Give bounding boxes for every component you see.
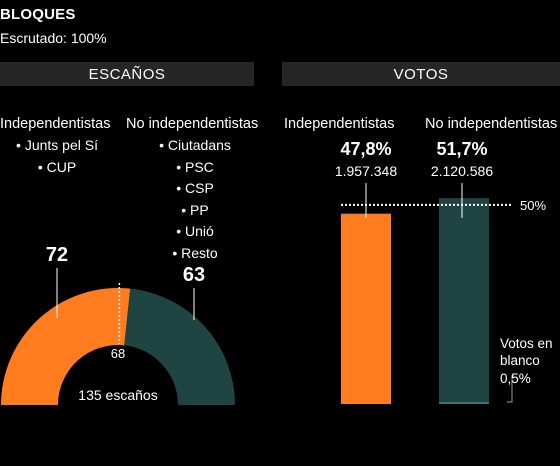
party-item: PP bbox=[140, 200, 250, 222]
anti-votes-percent: 51,7% bbox=[436, 139, 487, 159]
section-header-seats: ESCAÑOS bbox=[0, 62, 254, 86]
party-item: Unió bbox=[140, 221, 250, 243]
party-item: Ciutadans bbox=[140, 135, 250, 157]
blank-votes-leader-line bbox=[507, 375, 513, 403]
pro-party-list: Junts pel Sí CUP bbox=[0, 135, 114, 178]
anti-votes-count: 2.120.586 bbox=[431, 163, 493, 179]
anti-votes-bar bbox=[439, 198, 489, 404]
total-seats-label: 135 escaños bbox=[78, 387, 157, 403]
party-item: Resto bbox=[140, 243, 250, 265]
votes-anti-heading: No independentistas bbox=[425, 116, 558, 132]
anti-seats-arc bbox=[124, 288, 235, 405]
seats-anti-heading: No independentistas bbox=[126, 116, 259, 132]
pro-votes-percent: 47,8% bbox=[340, 139, 391, 159]
anti-seats-value: 63 bbox=[183, 264, 205, 286]
count-status: Escrutado: 100% bbox=[0, 30, 107, 46]
section-header-votes: VOTOS bbox=[282, 62, 560, 86]
blank-votes-label-line1: Votos en bbox=[500, 336, 553, 351]
blank-votes-label-line3: 0,5% bbox=[500, 371, 531, 386]
blank-votes-bar bbox=[439, 402, 489, 404]
votes-pro-heading: Independentistas bbox=[284, 116, 395, 132]
threshold-label: 50% bbox=[520, 198, 546, 213]
chart-title: BLOQUES bbox=[0, 6, 76, 23]
pro-seats-value: 72 bbox=[46, 244, 68, 266]
anti-party-list: Ciutadans PSC CSP PP Unió Resto bbox=[140, 135, 250, 265]
blank-votes-label-line2: blanco bbox=[500, 353, 540, 368]
pro-votes-bar bbox=[341, 213, 391, 404]
majority-value: 68 bbox=[111, 346, 125, 361]
party-item: CSP bbox=[140, 178, 250, 200]
pro-votes-count: 1.957.348 bbox=[335, 163, 397, 179]
party-item: Junts pel Sí bbox=[0, 135, 114, 157]
pro-seats-arc bbox=[1, 287, 131, 405]
party-item: PSC bbox=[140, 157, 250, 179]
seats-pro-heading: Independentistas bbox=[0, 116, 111, 132]
party-item: CUP bbox=[0, 157, 114, 179]
